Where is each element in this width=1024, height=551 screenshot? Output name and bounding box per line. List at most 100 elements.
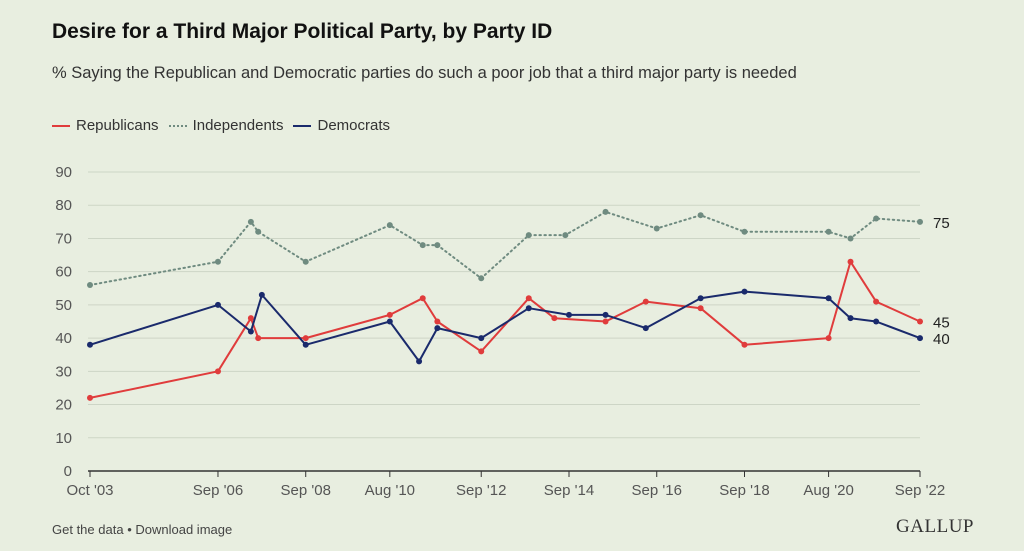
x-tick-label-4: Sep '12 bbox=[456, 482, 506, 499]
x-tick-label-2: Sep '08 bbox=[281, 482, 331, 499]
x-tick-label-5: Sep '14 bbox=[544, 482, 594, 499]
data-point-independents-16 bbox=[847, 235, 854, 242]
data-point-democrats-17 bbox=[873, 318, 880, 325]
x-tick-label-0: Oct '03 bbox=[66, 482, 113, 499]
footer-separator: • bbox=[127, 522, 132, 537]
x-tick-label-3: Aug '10 bbox=[365, 482, 415, 499]
series-line-independents bbox=[89, 210, 921, 286]
y-tick-label-80: 80 bbox=[55, 197, 72, 214]
end-label-independents: 75 bbox=[933, 215, 950, 232]
y-tick-label-50: 50 bbox=[55, 297, 72, 314]
data-point-republicans-15 bbox=[825, 335, 832, 342]
y-tick-label-70: 70 bbox=[55, 230, 72, 247]
series bbox=[87, 208, 923, 401]
data-point-independents-5 bbox=[386, 222, 393, 229]
legend-item-independents: Independents bbox=[168, 117, 283, 134]
legend-swatch-republicans bbox=[52, 124, 70, 127]
data-point-independents-17 bbox=[873, 215, 880, 222]
data-point-democrats-12 bbox=[642, 325, 649, 332]
data-point-independents-13 bbox=[697, 212, 704, 219]
y-tick-label-10: 10 bbox=[55, 430, 72, 447]
data-point-independents-15 bbox=[825, 228, 832, 235]
data-point-independents-7 bbox=[434, 242, 441, 249]
data-point-republicans-11 bbox=[602, 318, 609, 325]
legend-swatch-independents bbox=[168, 124, 187, 127]
data-point-independents-4 bbox=[302, 258, 309, 265]
legend-swatch-democrats bbox=[293, 124, 312, 127]
x-tick-label-1: Sep '06 bbox=[193, 482, 243, 499]
data-point-independents-1 bbox=[214, 258, 221, 265]
data-point-democrats-11 bbox=[602, 311, 609, 318]
x-tick-label-6: Sep '16 bbox=[632, 482, 682, 499]
data-point-democrats-3 bbox=[258, 291, 265, 298]
data-point-democrats-9 bbox=[525, 305, 532, 312]
data-point-republicans-2 bbox=[247, 315, 254, 322]
data-point-democrats-5 bbox=[386, 318, 393, 325]
chart-legend: Republicans Independents Democrats bbox=[52, 117, 400, 134]
chart-title: Desire for a Third Major Political Party… bbox=[52, 20, 553, 43]
data-point-democrats-13 bbox=[697, 295, 704, 302]
legend-label-republicans: Republicans bbox=[76, 117, 159, 134]
gallup-logo: GALLUP bbox=[896, 516, 974, 537]
y-tick-label-40: 40 bbox=[55, 330, 72, 347]
data-point-independents-11 bbox=[602, 208, 609, 215]
data-point-republicans-6 bbox=[419, 295, 426, 302]
data-point-republicans-7 bbox=[434, 318, 441, 325]
series-line-democrats bbox=[89, 290, 921, 363]
data-point-democrats-4 bbox=[302, 341, 309, 348]
footer: Get the data • Download image bbox=[52, 522, 232, 537]
data-point-republicans-8 bbox=[478, 348, 485, 355]
data-point-republicans-3 bbox=[255, 335, 262, 342]
data-point-independents-14 bbox=[741, 228, 748, 235]
data-point-republicans-4 bbox=[302, 335, 309, 342]
data-point-republicans-12 bbox=[642, 298, 649, 305]
data-point-republicans-18 bbox=[917, 318, 923, 325]
data-point-democrats-1 bbox=[214, 301, 221, 308]
data-point-independents-0 bbox=[87, 281, 93, 288]
data-point-independents-12 bbox=[653, 225, 660, 232]
data-point-democrats-18 bbox=[917, 335, 923, 342]
data-point-republicans-13 bbox=[697, 305, 704, 312]
end-label-democrats: 40 bbox=[933, 331, 950, 348]
data-point-democrats-15 bbox=[825, 295, 832, 302]
y-tick-label-0: 0 bbox=[64, 463, 72, 480]
y-tick-label-90: 90 bbox=[55, 164, 72, 181]
chart-subtitle: % Saying the Republican and Democratic p… bbox=[52, 64, 797, 82]
data-point-republicans-1 bbox=[214, 368, 221, 375]
get-data-link[interactable]: Get the data bbox=[52, 522, 124, 537]
download-image-link[interactable]: Download image bbox=[135, 522, 233, 537]
data-point-democrats-14 bbox=[741, 288, 748, 295]
end-label-republicans: 45 bbox=[933, 315, 950, 332]
data-point-republicans-9 bbox=[525, 295, 532, 302]
series-line-republicans bbox=[89, 260, 921, 399]
data-point-independents-3 bbox=[255, 228, 262, 235]
data-point-independents-2 bbox=[247, 218, 254, 225]
data-point-democrats-8 bbox=[478, 335, 485, 342]
y-tick-label-30: 30 bbox=[55, 363, 72, 380]
x-tick-label-8: Aug '20 bbox=[803, 482, 853, 499]
data-point-independents-10 bbox=[562, 232, 569, 239]
data-point-republicans-10 bbox=[551, 315, 558, 322]
data-point-democrats-6 bbox=[416, 358, 423, 365]
data-point-democrats-16 bbox=[847, 315, 854, 322]
data-point-republicans-5 bbox=[386, 311, 393, 318]
data-point-independents-6 bbox=[419, 242, 426, 249]
data-point-independents-18 bbox=[917, 218, 923, 225]
data-point-democrats-0 bbox=[87, 341, 93, 348]
x-tick-label-9: Sep '22 bbox=[895, 482, 945, 499]
legend-label-democrats: Democrats bbox=[317, 117, 391, 134]
y-tick-label-60: 60 bbox=[55, 264, 72, 281]
legend-item-democrats: Democrats bbox=[293, 117, 390, 134]
data-point-democrats-10 bbox=[565, 311, 572, 318]
grid bbox=[88, 171, 920, 439]
data-point-republicans-0 bbox=[87, 394, 93, 401]
data-point-republicans-16 bbox=[847, 258, 854, 265]
legend-item-republicans: Republicans bbox=[52, 117, 159, 134]
data-point-republicans-17 bbox=[873, 298, 880, 305]
axes: 0 10 20 30 40 50 60 70 80 90 Oct '03 Sep '06 Sep '08… bbox=[55, 164, 945, 499]
x-tick-label-7: Sep '18 bbox=[719, 482, 769, 499]
data-point-independents-8 bbox=[478, 275, 485, 282]
data-point-democrats-7 bbox=[434, 325, 441, 332]
